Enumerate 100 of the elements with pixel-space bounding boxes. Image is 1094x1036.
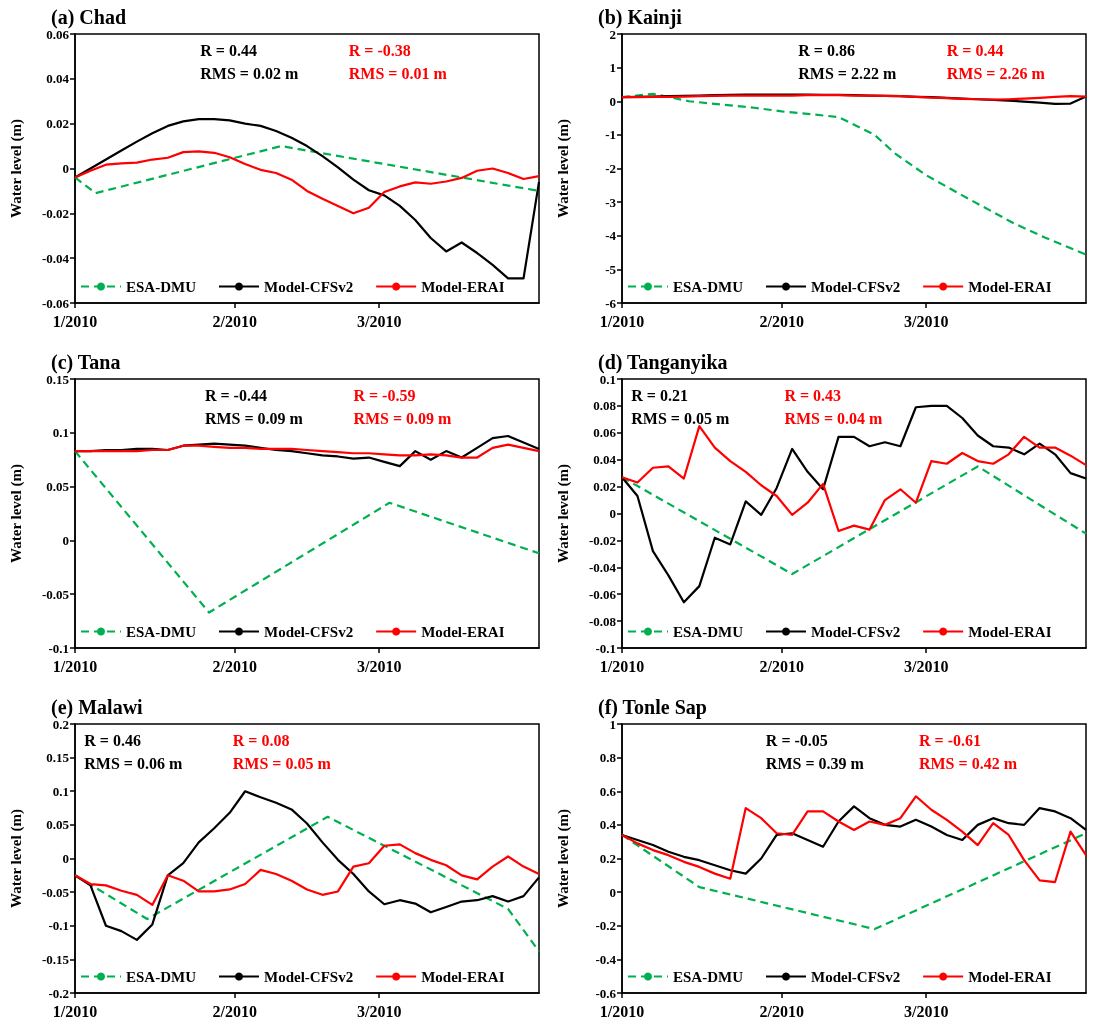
legend-label: Model-CFSv2 bbox=[811, 968, 901, 985]
y-tick-label: -0.4 bbox=[595, 951, 617, 967]
y-tick-label: -1 bbox=[605, 127, 616, 143]
x-tick-label: 2/2010 bbox=[759, 1002, 805, 1020]
annotation: RMS = 0.05 m bbox=[232, 754, 332, 772]
y-axis-title: Water level (m) bbox=[7, 464, 25, 563]
annotation: RMS = 0.04 m bbox=[784, 409, 884, 427]
y-tick-label: 0 bbox=[609, 506, 616, 521]
x-tick-label: 1/2010 bbox=[599, 1002, 645, 1020]
chart-title: (a) Chad bbox=[51, 6, 127, 29]
x-tick-label: 1/2010 bbox=[599, 312, 645, 330]
x-tick-label: 2/2010 bbox=[759, 312, 805, 330]
chart-title: (c) Tana bbox=[51, 351, 121, 374]
annotation: RMS = 0.09 m bbox=[204, 409, 304, 427]
legend-label: ESA-DMU bbox=[673, 278, 744, 295]
line-series bbox=[73, 443, 541, 459]
y-tick-label: 0 bbox=[62, 161, 69, 176]
legend-label: Model-ERAI bbox=[968, 968, 1052, 985]
annotation: R = -0.59 bbox=[353, 386, 416, 404]
x-tick-label: 1/2010 bbox=[52, 312, 98, 330]
y-tick-label: -0.05 bbox=[41, 586, 70, 602]
x-tick-label: 3/2010 bbox=[903, 657, 949, 675]
y-tick-label: -0.05 bbox=[41, 884, 70, 900]
annotation: RMS = 0.42 m bbox=[918, 754, 1018, 772]
y-tick-label: -6 bbox=[605, 295, 617, 311]
legend-label: Model-CFSv2 bbox=[264, 623, 354, 640]
annotation: RMS = 0.06 m bbox=[84, 754, 183, 772]
annotation: R = 0.21 bbox=[631, 386, 688, 404]
legend-label: ESA-DMU bbox=[126, 623, 197, 640]
annotation: R = -0.44 bbox=[204, 386, 267, 404]
legend-label: Model-CFSv2 bbox=[264, 968, 354, 985]
y-tick-label: -0.15 bbox=[41, 951, 70, 967]
line-series bbox=[73, 449, 541, 614]
x-tick-label: 3/2010 bbox=[356, 657, 402, 675]
chart-title: (e) Malawi bbox=[51, 696, 144, 719]
y-tick-label: -0.2 bbox=[48, 985, 69, 1001]
y-tick-label: -0.06 bbox=[588, 586, 617, 602]
y-tick-label: -0.02 bbox=[41, 205, 69, 221]
y-axis-title: Water level (m) bbox=[7, 119, 25, 218]
y-tick-label: 0.08 bbox=[593, 398, 617, 414]
y-tick-label: 2 bbox=[609, 26, 616, 42]
legend-label: ESA-DMU bbox=[673, 968, 744, 985]
y-tick-label: 0.06 bbox=[593, 425, 617, 441]
y-tick-label: 0.8 bbox=[599, 750, 617, 766]
y-tick-label: 0 bbox=[62, 532, 69, 548]
y-tick-label: -0.6 bbox=[595, 985, 617, 1001]
x-tick-label: 3/2010 bbox=[356, 312, 402, 330]
annotation: RMS = 2.26 m bbox=[946, 64, 1046, 82]
y-tick-label: -0.1 bbox=[48, 918, 69, 934]
y-tick-label: 0.2 bbox=[599, 851, 616, 866]
x-tick-label: 1/2010 bbox=[52, 657, 98, 675]
y-tick-label: -0.04 bbox=[41, 250, 70, 266]
y-tick-label: -0.02 bbox=[588, 532, 616, 548]
y-tick-label: 0.15 bbox=[46, 750, 70, 766]
y-axis-title: Water level (m) bbox=[554, 119, 572, 218]
y-tick-label: -0.08 bbox=[588, 613, 617, 629]
y-tick-label: -0.1 bbox=[595, 640, 616, 656]
y-tick-label: 0 bbox=[62, 851, 69, 866]
y-tick-label: -0.1 bbox=[48, 640, 69, 656]
annotation: R = 0.86 bbox=[798, 41, 855, 59]
legend-label: Model-ERAI bbox=[421, 623, 505, 640]
legend-label: ESA-DMU bbox=[126, 968, 197, 985]
legend-label: Model-CFSv2 bbox=[811, 623, 901, 640]
y-tick-label: 0.02 bbox=[593, 479, 616, 495]
y-tick-label: -0.06 bbox=[41, 295, 70, 311]
line-series bbox=[73, 150, 541, 215]
legend-label: Model-CFSv2 bbox=[811, 278, 901, 295]
x-tick-label: 1/2010 bbox=[599, 657, 645, 675]
annotation: RMS = 0.05 m bbox=[631, 409, 730, 427]
annotation: RMS = 2.22 m bbox=[798, 64, 897, 82]
y-tick-label: 0.6 bbox=[599, 783, 617, 799]
x-tick-label: 2/2010 bbox=[212, 312, 258, 330]
legend-label: Model-ERAI bbox=[421, 278, 505, 295]
annotation: R = -0.38 bbox=[348, 41, 411, 59]
y-tick-label: -0.2 bbox=[595, 918, 616, 934]
annotation: RMS = 0.02 m bbox=[200, 64, 299, 82]
annotation: RMS = 0.09 m bbox=[353, 409, 453, 427]
annotation: R = 0.46 bbox=[84, 731, 141, 749]
y-tick-label: -4 bbox=[605, 228, 617, 244]
y-tick-label: -0.04 bbox=[588, 559, 617, 575]
x-tick-label: 1/2010 bbox=[52, 1002, 98, 1020]
x-tick-label: 3/2010 bbox=[903, 1002, 949, 1020]
annotation: R = -0.05 bbox=[765, 731, 828, 749]
y-tick-label: 0.05 bbox=[46, 817, 70, 833]
line-series bbox=[620, 795, 1088, 884]
legend-label: ESA-DMU bbox=[126, 278, 197, 295]
y-tick-label: 0 bbox=[609, 93, 616, 109]
annotation: R = 0.43 bbox=[784, 386, 842, 404]
x-tick-label: 3/2010 bbox=[356, 1002, 402, 1020]
chart-title: (b) Kainji bbox=[598, 6, 683, 29]
y-tick-label: 0.02 bbox=[46, 116, 69, 132]
x-tick-label: 2/2010 bbox=[759, 657, 805, 675]
annotation: R = -0.61 bbox=[918, 731, 981, 749]
y-tick-label: 0.4 bbox=[599, 817, 617, 833]
annotation: RMS = 0.01 m bbox=[348, 64, 448, 82]
x-tick-label: 2/2010 bbox=[212, 657, 258, 675]
line-series bbox=[73, 843, 541, 906]
y-tick-label: -5 bbox=[605, 261, 617, 277]
y-axis-title: Water level (m) bbox=[7, 809, 25, 908]
legend-label: Model-ERAI bbox=[421, 968, 505, 985]
